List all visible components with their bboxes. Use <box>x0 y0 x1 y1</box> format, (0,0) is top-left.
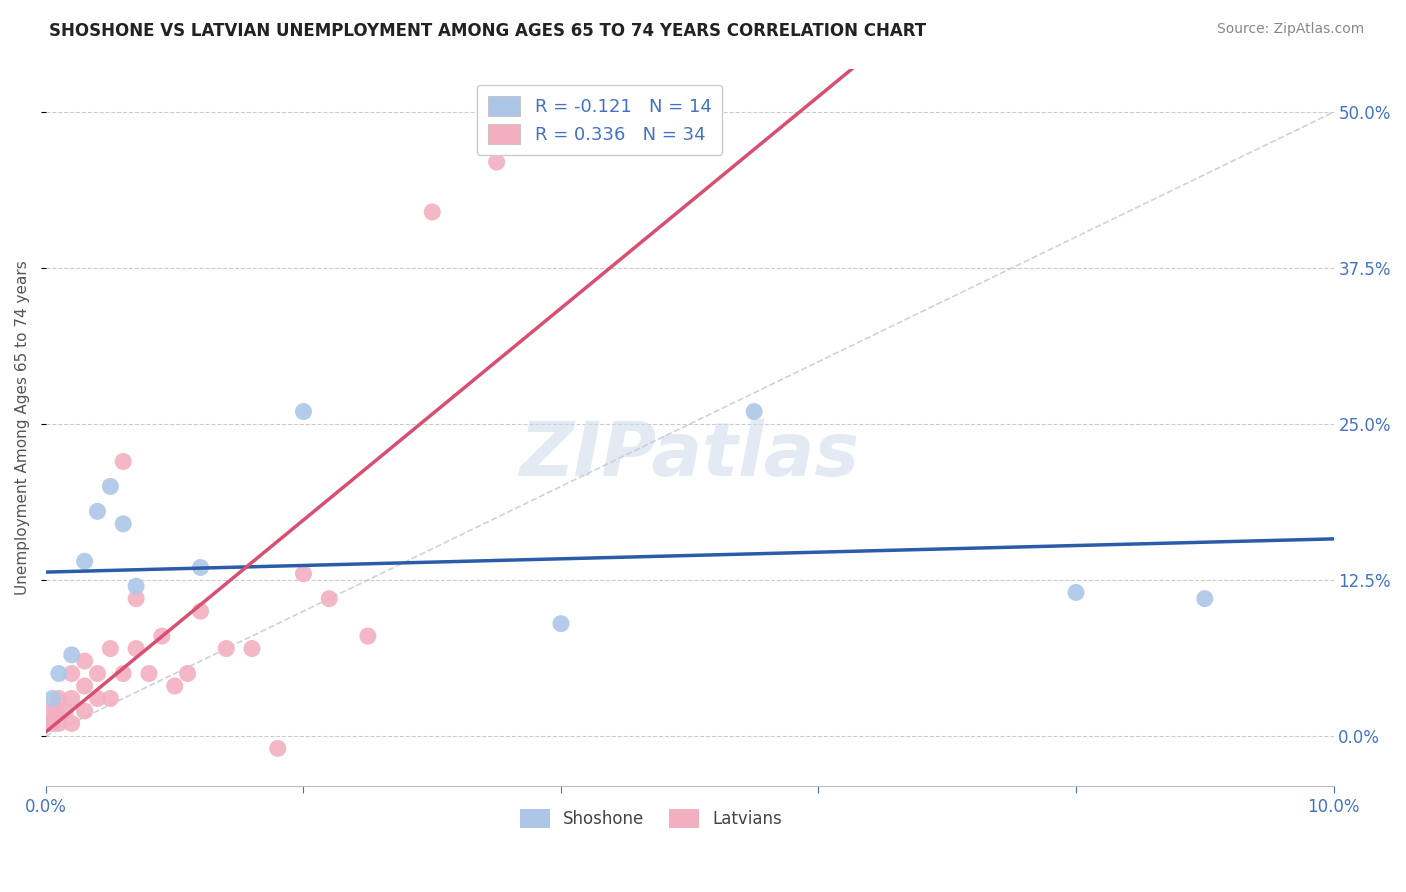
Point <box>53 704 76 718</box>
Point <box>41 691 63 706</box>
Y-axis label: Unemployment Among Ages 65 to 74 years: Unemployment Among Ages 65 to 74 years <box>15 260 30 595</box>
Point <box>112 666 135 681</box>
Point <box>190 560 212 574</box>
Point <box>38 704 60 718</box>
Point <box>86 691 108 706</box>
Point <box>48 691 70 706</box>
Point <box>267 741 290 756</box>
Point <box>163 679 186 693</box>
Point <box>485 155 508 169</box>
Point <box>98 641 121 656</box>
Point <box>112 454 135 468</box>
Point <box>60 648 83 662</box>
Point <box>60 716 83 731</box>
Point <box>73 704 96 718</box>
Point <box>60 666 83 681</box>
Point <box>48 716 70 731</box>
Point <box>73 554 96 568</box>
Point <box>292 404 315 418</box>
Point <box>60 691 83 706</box>
Point <box>190 604 212 618</box>
Point <box>1194 591 1216 606</box>
Point <box>125 579 148 593</box>
Point <box>73 654 96 668</box>
Point <box>98 479 121 493</box>
Point <box>98 691 121 706</box>
Point <box>38 716 60 731</box>
Point <box>1064 585 1087 599</box>
Point <box>150 629 173 643</box>
Point <box>357 629 380 643</box>
Point <box>215 641 238 656</box>
Point <box>41 716 63 731</box>
Point <box>86 666 108 681</box>
Point <box>742 404 765 418</box>
Point <box>318 591 340 606</box>
Point <box>176 666 198 681</box>
Text: ZIPatlas: ZIPatlas <box>520 419 859 492</box>
Legend: Shoshone, Latvians: Shoshone, Latvians <box>513 802 789 835</box>
Point <box>420 205 443 219</box>
Point <box>45 704 67 718</box>
Point <box>112 516 135 531</box>
Point <box>138 666 160 681</box>
Point <box>125 641 148 656</box>
Point <box>73 679 96 693</box>
Point <box>125 591 148 606</box>
Text: SHOSHONE VS LATVIAN UNEMPLOYMENT AMONG AGES 65 TO 74 YEARS CORRELATION CHART: SHOSHONE VS LATVIAN UNEMPLOYMENT AMONG A… <box>49 22 927 40</box>
Point <box>86 504 108 518</box>
Point <box>48 666 70 681</box>
Point <box>240 641 263 656</box>
Text: Source: ZipAtlas.com: Source: ZipAtlas.com <box>1216 22 1364 37</box>
Point <box>292 566 315 581</box>
Point <box>550 616 572 631</box>
